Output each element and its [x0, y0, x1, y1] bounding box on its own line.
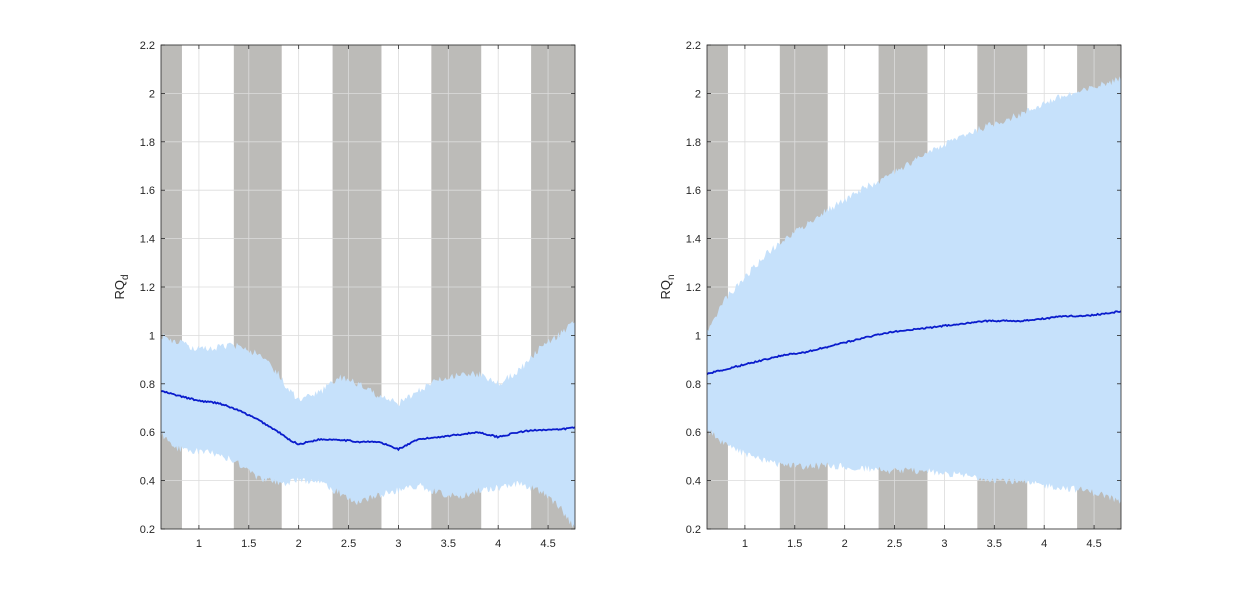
y-tick-label: 0.2 [686, 524, 701, 536]
y-tick-label: 1.6 [140, 185, 155, 197]
x-tick-label: 4.5 [540, 538, 555, 550]
y-tick-label: 0.6 [686, 427, 701, 439]
chart-panel-1: 1 1.5 2 2.5 3 3.5 4 4.5 0.2 0.4 0.6 0.8 1 1.2 1.4 1.6 1.… [112, 40, 576, 550]
y-axis-label: RQn [658, 274, 677, 299]
x-tick-label: 4 [495, 538, 501, 550]
y-tick-label: 0.4 [686, 476, 701, 488]
data-point-4 [218, 402, 220, 404]
data-point-21 [537, 429, 539, 431]
data-point-19 [1063, 315, 1065, 317]
chart-panel-2: 1 1.5 2 2.5 3 3.5 4 4.5 0.2 0.4 0.6 0.8 1 1.2 1.4 1.6 1.… [658, 40, 1122, 550]
y-tick-label: 0.4 [140, 476, 155, 488]
data-point-2 [178, 395, 180, 397]
data-point-13 [943, 325, 945, 327]
y-tick-label: 1.8 [140, 137, 155, 149]
y-tick-label: 1 [695, 330, 701, 342]
data-point-16 [1003, 320, 1005, 322]
y-tick-label: 0.8 [686, 379, 701, 391]
data-point-11 [903, 329, 905, 331]
y-tick-label: 1 [149, 330, 155, 342]
data-point-12 [357, 441, 359, 443]
data-point-21 [1103, 312, 1105, 314]
data-point-16 [437, 436, 439, 438]
x-tick-label: 3.5 [441, 538, 456, 550]
x-tick-label: 1 [196, 538, 202, 550]
data-point-20 [1083, 315, 1085, 317]
x-tick-label: 1.5 [787, 538, 802, 550]
data-point-15 [417, 438, 419, 440]
y-tick-label: 2.2 [686, 40, 701, 52]
y-tick-label: 1.8 [686, 137, 701, 149]
data-point-7 [824, 346, 826, 348]
data-point-8 [843, 341, 845, 343]
data-point-13 [377, 441, 379, 443]
y-axis-label: RQd [112, 274, 131, 299]
data-point-17 [1023, 320, 1025, 322]
data-point-15 [983, 320, 985, 322]
x-tick-label: 3 [941, 538, 947, 550]
x-tick-label: 3 [395, 538, 401, 550]
data-point-10 [317, 438, 319, 440]
data-point-3 [744, 363, 746, 365]
data-point-19 [497, 436, 499, 438]
y-tick-label: 2 [695, 88, 701, 100]
data-point-9 [297, 443, 299, 445]
x-tick-label: 4 [1041, 538, 1047, 550]
data-point-5 [238, 409, 240, 411]
mean-line [707, 310, 1121, 376]
data-point-6 [804, 351, 806, 353]
y-tick-label: 0.2 [140, 524, 155, 536]
y-tick-label: 1.4 [686, 234, 701, 246]
data-point-14 [963, 322, 965, 324]
data-point-6 [258, 419, 260, 421]
data-point-12 [923, 327, 925, 329]
confidence-band [161, 321, 575, 529]
data-point-18 [1043, 317, 1045, 319]
x-tick-label: 1 [742, 538, 748, 550]
data-point-20 [517, 431, 519, 433]
data-point-7 [278, 431, 280, 433]
data-point-10 [883, 332, 885, 334]
x-tick-label: 1.5 [241, 538, 256, 550]
y-tick-label: 1.6 [686, 185, 701, 197]
x-tick-label: 2 [296, 538, 302, 550]
x-tick-label: 2.5 [887, 538, 902, 550]
y-axis-label-subscript: n [666, 274, 677, 280]
y-tick-label: 2.2 [140, 40, 155, 52]
y-tick-label: 1.2 [686, 282, 701, 294]
y-axis-label-subscript: d [120, 274, 131, 280]
data-point-22 [557, 429, 559, 431]
y-axis-label-main: RQ [112, 280, 127, 300]
data-point-5 [784, 354, 786, 356]
data-point-14 [397, 448, 399, 450]
data-point-8 [287, 438, 289, 440]
x-tick-label: 2.5 [341, 538, 356, 550]
data-point-3 [198, 400, 200, 402]
y-tick-label: 0.6 [140, 427, 155, 439]
data-point-18 [477, 431, 479, 433]
y-tick-label: 2 [149, 88, 155, 100]
data-point-17 [457, 433, 459, 435]
data-point-2 [724, 368, 726, 370]
data-point-4 [764, 358, 766, 360]
data-point-9 [863, 337, 865, 339]
mean-line [161, 390, 575, 452]
x-tick-label: 4.5 [1086, 538, 1101, 550]
y-tick-label: 1.4 [140, 234, 155, 246]
y-axis-label-main: RQ [658, 280, 673, 300]
data-point-11 [337, 438, 339, 440]
x-tick-label: 3.5 [987, 538, 1002, 550]
y-tick-label: 0.8 [140, 379, 155, 391]
x-tick-label: 2 [842, 538, 848, 550]
confidence-band [707, 76, 1121, 504]
y-tick-label: 1.2 [140, 282, 155, 294]
